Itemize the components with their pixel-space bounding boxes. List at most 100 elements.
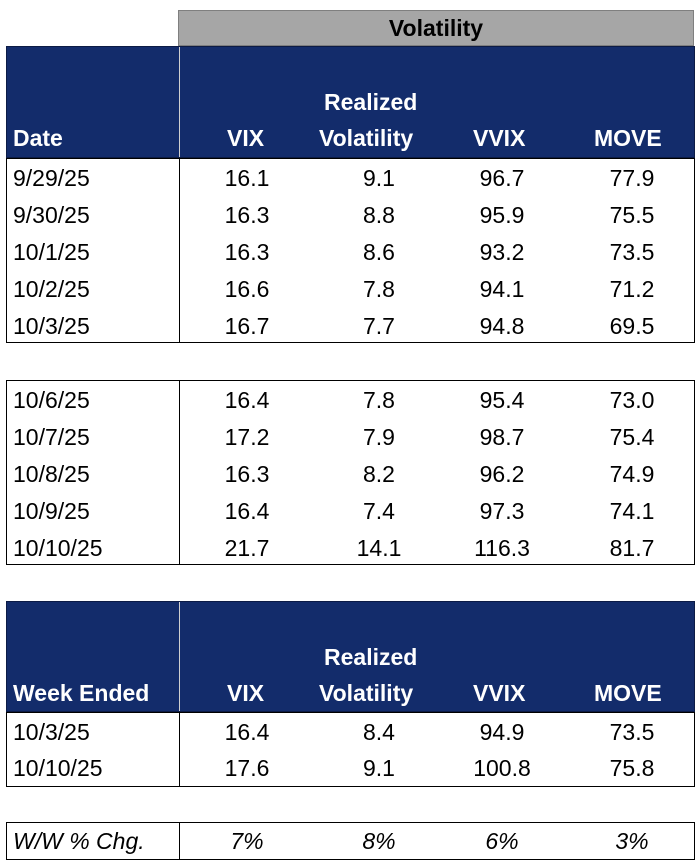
move-cell: 77.9 (609, 165, 655, 191)
header-realized-line1: Realized (324, 89, 418, 115)
vvix-cell: 96.2 (479, 461, 525, 487)
rv-cell: 7.9 (363, 424, 395, 450)
rv-cell: 9.1 (363, 755, 395, 781)
daily-header: Date VIX Realized Volatility VVIX MOVE (6, 46, 695, 158)
vvix-cell: 95.4 (479, 387, 525, 413)
vvix-cell: 97.3 (479, 498, 525, 524)
vvix-cell: 94.1 (479, 276, 525, 302)
rv-cell: 7.4 (363, 498, 395, 524)
header-realized-line2: Volatility (319, 125, 414, 151)
date-cell: 9/30/25 (13, 202, 90, 228)
table-row: 9/30/25 16.3 8.8 95.9 75.5 (7, 197, 694, 234)
vix-cell: 16.3 (224, 461, 270, 487)
rv-cell: 14.1 (356, 535, 402, 561)
weekly-block: 10/3/25 16.4 8.4 94.9 73.5 10/10/25 17.6… (6, 712, 695, 787)
header-realized-line1: Realized (324, 644, 418, 670)
table-row: 10/1/25 16.3 8.6 93.2 73.5 (7, 234, 694, 271)
vvix-cell: 96.7 (479, 165, 525, 191)
table-row: 10/8/25 16.3 8.2 96.2 74.9 (7, 456, 694, 493)
rv-cell: 8.4 (363, 719, 395, 745)
vvix-cell: 93.2 (479, 239, 525, 265)
move-cell: 71.2 (609, 276, 655, 302)
date-cell: 10/8/25 (13, 461, 90, 487)
vix-cell: 16.3 (224, 239, 270, 265)
date-cell: 9/29/25 (13, 165, 90, 191)
table-row: 10/9/25 16.4 7.4 97.3 74.1 (7, 493, 694, 530)
move-cell: 73.5 (609, 239, 655, 265)
week2-block: 10/6/25 16.4 7.8 95.4 73.0 10/7/25 17.2 … (6, 380, 695, 565)
vix-cell: 21.7 (224, 535, 270, 561)
vvix-cell: 116.3 (474, 535, 530, 561)
date-cell: 10/10/25 (13, 535, 103, 561)
move-cell: 74.1 (609, 498, 655, 524)
rv-cell: 9.1 (363, 165, 395, 191)
vvix-cell: 100.8 (473, 755, 531, 781)
date-cell: 10/6/25 (13, 387, 90, 413)
rv-cell: 7.8 (363, 276, 395, 302)
table-row: 9/29/25 16.1 9.1 96.7 77.9 (7, 160, 694, 197)
move-cell: 69.5 (609, 313, 655, 339)
rv-cell: 7.7 (363, 313, 395, 339)
vix-change-cell: 7% (230, 828, 264, 854)
vix-cell: 16.4 (224, 387, 270, 413)
header-vvix: VVIX (473, 125, 526, 151)
header-realized-line2: Volatility (319, 680, 414, 706)
block-divider (179, 381, 180, 564)
table-row: 10/3/25 16.4 8.4 94.9 73.5 (7, 714, 694, 751)
move-cell: 73.5 (609, 719, 655, 745)
move-cell: 75.5 (609, 202, 655, 228)
header-date: Date (13, 125, 63, 151)
move-cell: 73.0 (609, 387, 655, 413)
date-cell: 10/3/25 (13, 719, 90, 745)
date-cell: 10/7/25 (13, 424, 90, 450)
vix-cell: 16.7 (224, 313, 270, 339)
header-vvix: VVIX (473, 680, 526, 706)
vix-cell: 17.6 (224, 755, 270, 781)
vix-cell: 16.6 (224, 276, 270, 302)
move-change-cell: 3% (615, 828, 649, 854)
rv-cell: 8.2 (363, 461, 395, 487)
rv-cell: 8.6 (363, 239, 395, 265)
change-label: W/W % Chg. (13, 828, 145, 854)
rv-cell: 7.8 (363, 387, 395, 413)
date-cell: 10/2/25 (13, 276, 90, 302)
banner-title: Volatility (388, 14, 484, 41)
vvix-change-cell: 6% (485, 828, 519, 854)
date-cell: 10/3/25 (13, 313, 90, 339)
vix-cell: 16.4 (224, 498, 270, 524)
vix-cell: 16.1 (224, 165, 270, 191)
date-cell: 10/9/25 (13, 498, 90, 524)
header-vix: VIX (227, 125, 265, 151)
header-divider (179, 602, 180, 711)
vix-cell: 17.2 (224, 424, 270, 450)
move-cell: 75.8 (609, 755, 655, 781)
table-row: 10/3/25 16.7 7.7 94.8 69.5 (7, 308, 694, 345)
block-divider (179, 159, 180, 342)
header-vix: VIX (227, 680, 265, 706)
move-cell: 74.9 (609, 461, 655, 487)
date-cell: 10/10/25 (13, 755, 103, 781)
table-row: 10/7/25 17.2 7.9 98.7 75.4 (7, 419, 694, 456)
week1-block: 9/29/25 16.1 9.1 96.7 77.9 9/30/25 16.3 … (6, 158, 695, 343)
change-row: W/W % Chg. 7% 8% 6% 3% (7, 823, 694, 860)
vix-cell: 16.4 (224, 719, 270, 745)
vvix-cell: 94.8 (479, 313, 525, 339)
block-divider (179, 823, 180, 859)
header-move: MOVE (594, 125, 662, 151)
header-move: MOVE (594, 680, 662, 706)
vvix-cell: 98.7 (479, 424, 525, 450)
move-cell: 81.7 (609, 535, 655, 561)
rv-cell: 8.8 (363, 202, 395, 228)
rv-change-cell: 8% (362, 828, 396, 854)
vvix-cell: 95.9 (479, 202, 525, 228)
table-row: 10/6/25 16.4 7.8 95.4 73.0 (7, 382, 694, 419)
vvix-cell: 94.9 (479, 719, 525, 745)
volatility-banner: Volatility (178, 10, 694, 46)
table-row: 10/10/25 17.6 9.1 100.8 75.8 (7, 750, 694, 787)
vix-cell: 16.3 (224, 202, 270, 228)
date-cell: 10/1/25 (13, 239, 90, 265)
header-divider (179, 47, 180, 157)
change-block: W/W % Chg. 7% 8% 6% 3% (6, 822, 695, 860)
table-row: 10/2/25 16.6 7.8 94.1 71.2 (7, 271, 694, 308)
block-divider (179, 713, 180, 786)
